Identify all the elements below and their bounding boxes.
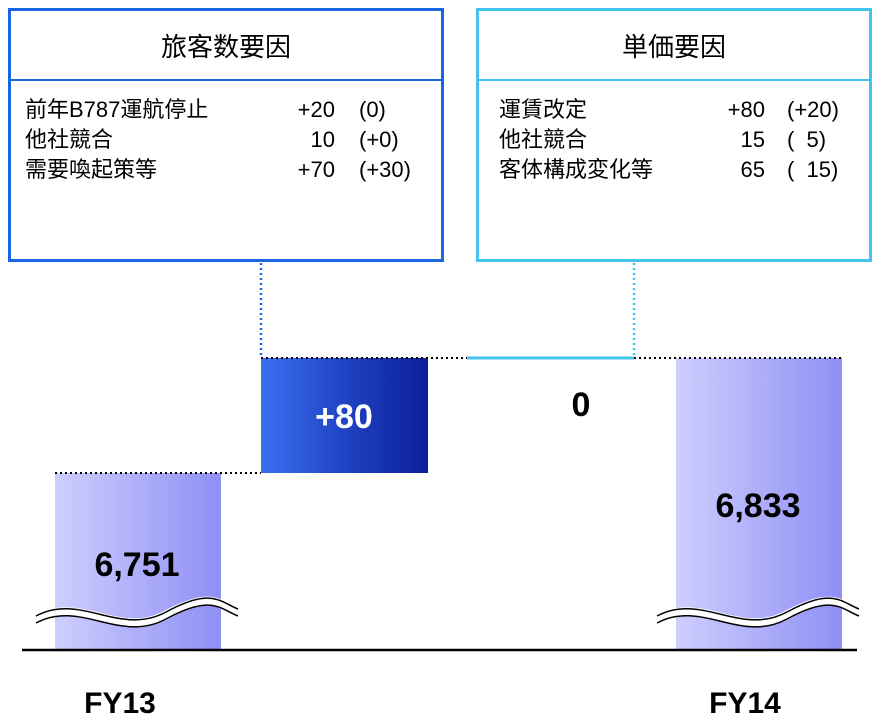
passenger-factor-box: 旅客数要因 前年B787運航停止 +20 (0) 他社競合 10 (+0) 需要… <box>8 8 444 262</box>
factor-value: +80 <box>727 97 765 122</box>
factor-note: (+0) <box>359 127 399 152</box>
factor-value: 10 <box>310 127 335 152</box>
price-factor-box: 単価要因 運賃改定 +80 (+20) 他社競合 15 ( 5) 客体構成変化等… <box>476 8 872 262</box>
bar-label-fy14: 6,833 <box>715 487 800 525</box>
bar-passenger-delta <box>261 358 428 473</box>
tick-label-fy14: FY14 <box>709 687 781 720</box>
list-item: 客体構成変化等 65 ( 15) <box>479 155 869 185</box>
factor-label: 需要喚起策等 <box>25 157 158 182</box>
list-item: 他社競合 10 (+0) <box>11 125 441 155</box>
factor-note: (0) <box>359 97 386 122</box>
factor-note: ( 15) <box>787 157 839 182</box>
list-item: 需要喚起策等 +70 (+30) <box>11 155 441 185</box>
factor-value: +70 <box>297 157 335 182</box>
factor-value: 65 <box>740 157 765 182</box>
axis-break-icon <box>654 596 861 628</box>
factor-note: (+20) <box>787 97 839 122</box>
factor-value: 15 <box>740 127 765 152</box>
price-factor-title: 単価要因 <box>479 11 869 81</box>
tick-label-fy13: FY13 <box>84 687 156 720</box>
list-item: 前年B787運航停止 +20 (0) <box>11 95 441 125</box>
price-factor-list: 運賃改定 +80 (+20) 他社競合 15 ( 5) 客体構成変化等 65 (… <box>479 81 869 185</box>
passenger-factor-title: 旅客数要因 <box>11 11 441 81</box>
factor-label: 他社競合 <box>499 127 588 152</box>
factor-note: (+30) <box>359 157 411 182</box>
factor-label: 運賃改定 <box>499 97 588 122</box>
passenger-factor-list: 前年B787運航停止 +20 (0) 他社競合 10 (+0) 需要喚起策等 +… <box>11 81 441 185</box>
axis-break-icon <box>33 596 240 628</box>
factor-value: +20 <box>297 97 335 122</box>
bar-label-passenger-delta: +80 <box>315 398 373 436</box>
list-item: 他社競合 15 ( 5) <box>479 125 869 155</box>
factor-note: ( 5) <box>787 127 827 152</box>
factor-label: 他社競合 <box>25 127 114 152</box>
factor-label: 前年B787運航停止 <box>25 97 209 122</box>
list-item: 運賃改定 +80 (+20) <box>479 95 869 125</box>
factor-label: 客体構成変化等 <box>499 157 654 182</box>
bar-label-price-delta: 0 <box>572 386 591 424</box>
bar-label-fy13: 6,751 <box>94 546 179 584</box>
